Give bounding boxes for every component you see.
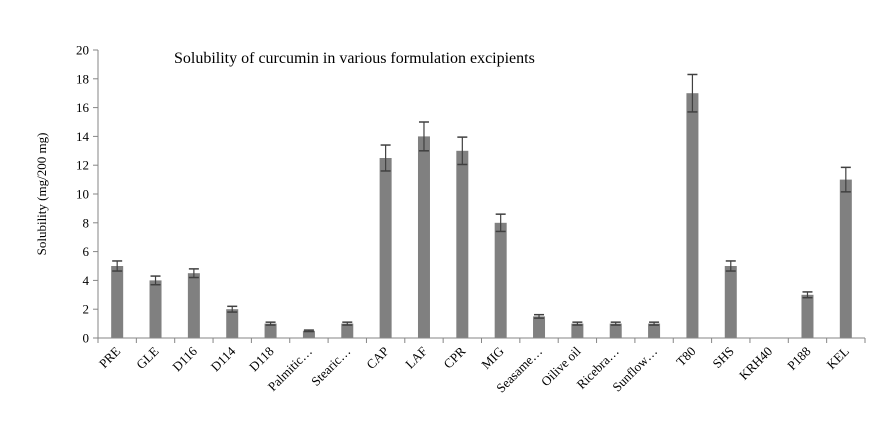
x-tick-label: D114	[208, 343, 239, 374]
x-tick-label: CPR	[440, 343, 468, 371]
x-tick-label: PRE	[96, 343, 124, 371]
x-tick-label: P188	[784, 344, 814, 374]
bar-p188	[801, 294, 814, 338]
x-tick-label: GLE	[133, 343, 162, 372]
bar-sunflow	[648, 323, 661, 338]
x-tick-label: D118	[246, 344, 277, 375]
x-tick-label: KRH40	[736, 344, 775, 383]
bar-pre	[111, 266, 124, 338]
bar-stearic	[341, 323, 354, 338]
y-tick-label: 18	[76, 71, 89, 86]
y-tick-label: 4	[83, 273, 90, 288]
y-tick-label: 0	[83, 331, 90, 346]
y-axis-label: Solubility (mg/200 mg)	[34, 133, 49, 256]
chart-title: Solubility of curcumin in various formul…	[174, 50, 535, 67]
bars-group	[111, 73, 852, 338]
x-tick-label: T80	[673, 344, 698, 369]
bar-d118	[264, 323, 277, 338]
bar-mig	[494, 222, 507, 338]
y-tick-label: 8	[83, 215, 90, 230]
bar-ricebra	[609, 323, 622, 338]
y-tick-label: 14	[76, 129, 90, 144]
x-tick-label: KEL	[823, 343, 852, 372]
y-tick-label: 12	[76, 158, 89, 173]
x-tick-label: Stearic…	[308, 344, 353, 389]
bar-seasame	[533, 316, 546, 338]
bar-laf	[417, 136, 430, 338]
bar-cpr	[456, 150, 469, 338]
bar-d114	[226, 309, 239, 338]
y-tick-label: 10	[76, 187, 89, 202]
bar-kel	[839, 179, 852, 338]
x-tick-label: D116	[169, 343, 200, 374]
bar-gle	[149, 280, 162, 338]
y-tick-label: 2	[83, 302, 90, 317]
y-tick-label: 20	[76, 43, 89, 58]
bar-oilive-oil	[571, 323, 584, 338]
bar-t80	[686, 93, 699, 338]
bar-shs	[724, 266, 737, 338]
x-tick-label: SHS	[709, 344, 736, 371]
bar-cap	[379, 158, 392, 338]
x-tick-label: CAP	[363, 344, 391, 372]
y-axis-ticks: 0 2 4 6 8 10 12 14 16 18 20	[76, 43, 98, 346]
x-tick-label: LAF	[402, 344, 430, 372]
x-tick-label: MIG	[478, 344, 506, 372]
y-tick-label: 16	[76, 100, 90, 115]
bar-palmitic	[302, 330, 315, 338]
y-tick-label: 6	[83, 244, 90, 259]
bar-d116	[187, 273, 200, 338]
